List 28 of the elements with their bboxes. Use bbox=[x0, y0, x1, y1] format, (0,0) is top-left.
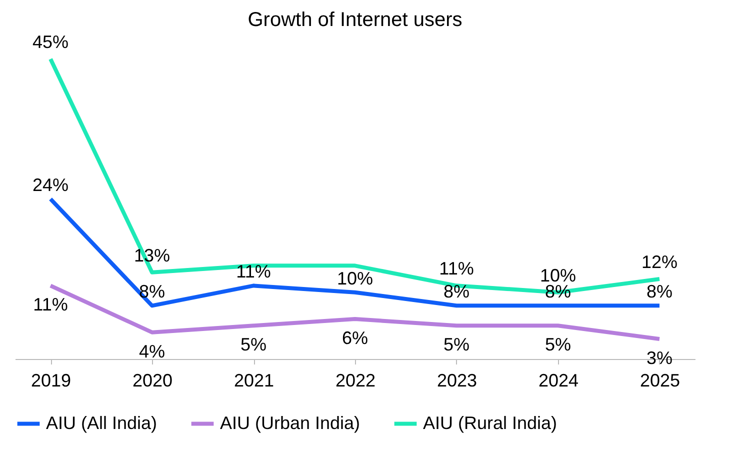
x-tick-label: 2022 bbox=[335, 370, 376, 390]
data-label: 10% bbox=[540, 265, 576, 286]
legend-label: AIU (All India) bbox=[46, 412, 158, 433]
data-label: 4% bbox=[139, 341, 166, 362]
data-label: 24% bbox=[32, 175, 69, 195]
data-label: 6% bbox=[342, 328, 368, 348]
x-tick-label: 2024 bbox=[538, 370, 579, 390]
data-label: 10% bbox=[336, 268, 374, 288]
data-label: 8% bbox=[443, 282, 470, 302]
x-tick-label: 2023 bbox=[436, 370, 478, 390]
x-tick-label: 2019 bbox=[31, 370, 72, 390]
chart-title: Growth of Internet users bbox=[248, 9, 462, 31]
legend-label: AIU (Urban India) bbox=[220, 412, 360, 433]
data-label: 5% bbox=[443, 334, 470, 355]
data-label: 12% bbox=[641, 252, 678, 272]
x-tick-label: 2021 bbox=[234, 370, 274, 390]
data-label: 11% bbox=[439, 258, 474, 279]
data-label: 11% bbox=[33, 294, 68, 315]
data-label: 11% bbox=[236, 262, 271, 282]
data-label: 8% bbox=[646, 282, 672, 302]
x-tick-label: 2025 bbox=[640, 370, 680, 390]
data-label: 5% bbox=[544, 334, 571, 355]
x-tick-label: 2020 bbox=[132, 370, 173, 390]
data-label: 8% bbox=[139, 282, 166, 302]
data-label: 45% bbox=[32, 32, 69, 52]
legend-label: AIU (Rural India) bbox=[423, 412, 558, 433]
data-label: 5% bbox=[240, 334, 267, 355]
data-label: 3% bbox=[646, 348, 672, 368]
